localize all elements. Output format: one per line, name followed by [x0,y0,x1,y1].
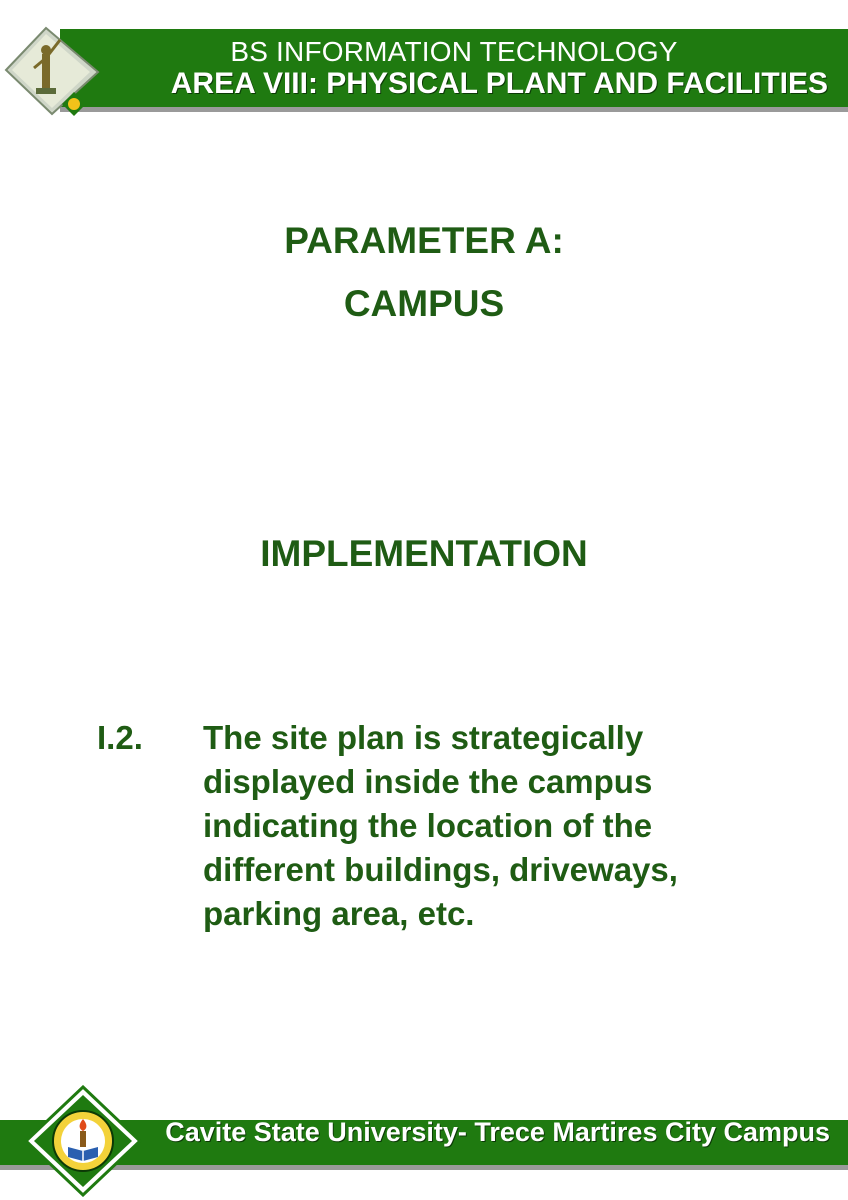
item-line: parking area, etc. [203,895,475,932]
item-line: displayed inside the campus [203,763,653,800]
item-line: The site plan is strategically [203,719,644,756]
item-line: indicating the location of the [203,807,653,844]
item-line: different buildings, driveways, [203,851,678,888]
university-seal-icon [24,1085,142,1197]
parameter-title: PARAMETER A: [284,220,564,261]
statue-emblem-icon [4,26,100,116]
parameter-subject: CAMPUS [343,283,505,324]
header-area-title: AREA VIII: PHYSICAL PLANT AND FACILITIES [170,67,828,100]
item-number: I.2. [97,719,143,756]
header-divider [60,107,848,112]
header-band [60,29,848,107]
footer-band [0,1120,848,1165]
section-heading: IMPLEMENTATION [260,533,588,574]
footer-university-name: Cavite State University- Trece Martires … [165,1117,830,1147]
header-program-title: BS INFORMATION TECHNOLOGY [230,36,678,67]
item-description: The site plan is strategically displayed… [203,716,763,936]
footer-divider [0,1165,848,1170]
